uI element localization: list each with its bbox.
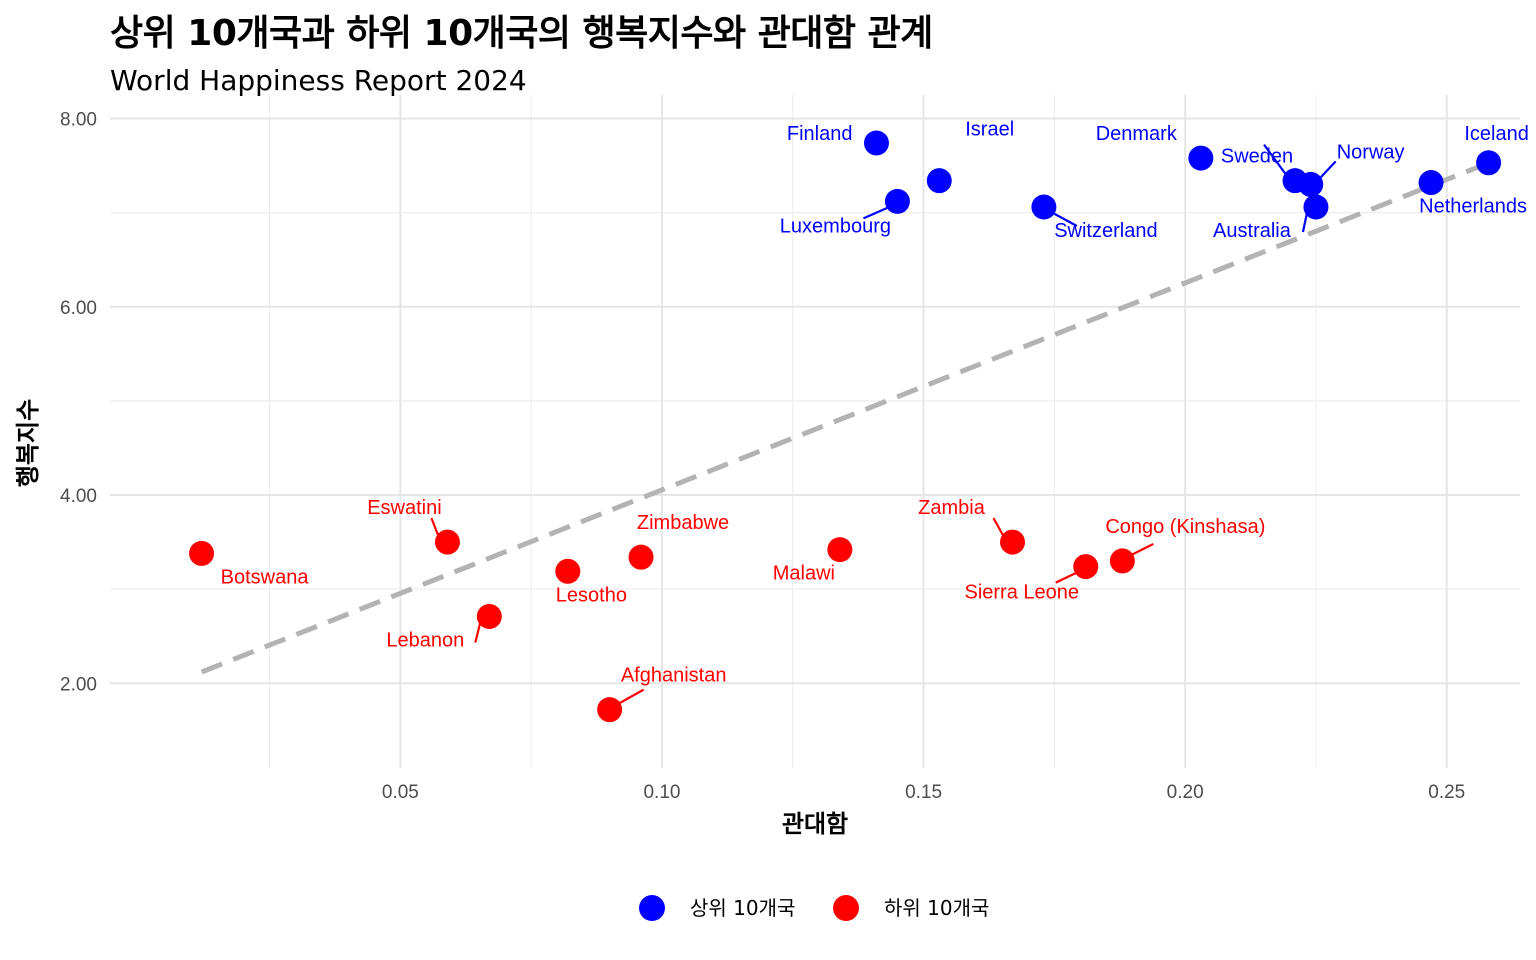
leader-afghanistan [618,688,645,705]
legend-swatch-bottom [833,895,859,921]
label-leader-lines [430,144,1337,705]
leader-zambia [992,517,1005,537]
label-sierra-leone: Sierra Leone [964,582,1079,604]
point-zimbabwe [628,544,654,570]
point-sierra-leone [1073,554,1099,580]
point-lebanon [476,603,502,629]
x-tick-label: 0.15 [905,782,942,803]
y-tick-label: 6.00 [60,298,97,319]
point-norway [1298,171,1324,197]
label-iceland: Iceland [1464,123,1529,145]
trend-line [200,158,1495,675]
label-luxembourg: Luxembourg [780,215,891,237]
x-tick-label: 0.20 [1167,782,1204,803]
label-netherlands: Netherlands [1419,196,1527,218]
label-switzerland: Switzerland [1054,220,1157,242]
label-norway: Norway [1337,141,1405,163]
label-lesotho: Lesotho [556,584,627,606]
point-botswana [189,540,215,566]
label-israel: Israel [965,119,1014,141]
point-iceland [1476,150,1502,176]
legend-label-bottom: 하위 10개국 [884,896,989,920]
chart-title: 상위 10개국과 하위 10개국의 행복지수와 관대함 관계 [110,13,933,54]
point-denmark [1188,145,1214,171]
leader-sweden [1263,144,1287,176]
leader-switzerland [1052,212,1078,227]
point-switzerland [1031,194,1057,220]
x-tick-label: 0.10 [643,782,680,803]
legend: 상위 10개국 하위 10개국 [639,895,989,921]
point-zambia [1000,529,1026,555]
point-afghanistan [597,697,623,723]
label-denmark: Denmark [1096,123,1178,145]
point-finland [863,130,889,156]
label-eswatini: Eswatini [367,497,441,519]
point-eswatini [434,529,460,555]
label-lebanon: Lebanon [386,629,464,651]
label-australia: Australia [1213,220,1292,242]
label-sweden: Sweden [1221,146,1293,168]
point-australia [1303,194,1329,220]
y-axis-title: 행복지수 [14,399,42,487]
label-zambia: Zambia [918,497,986,519]
x-axis-title: 관대함 [782,810,848,838]
point-labels: Finland Denmark Iceland Sweden Israel Netherl… [221,119,1529,687]
leader-lebanon [474,622,482,643]
y-tick-label: 8.00 [60,110,97,131]
label-botswana: Botswana [221,566,310,588]
leader-eswatini [430,517,440,537]
leader-sierra-leone [1055,571,1078,584]
y-tick-label: 2.00 [60,674,97,695]
chart-subtitle: World Happiness Report 2024 [110,64,527,97]
data-points [189,130,1502,723]
label-malawi: Malawi [773,563,835,585]
point-lesotho [555,558,581,584]
label-finland: Finland [787,123,853,145]
point-malawi [827,537,853,563]
y-tick-label: 4.00 [60,486,97,507]
label-congo-kinshasa: Congo (Kinshasa) [1105,516,1265,538]
x-tick-label: 0.25 [1428,782,1465,803]
axis-ticks: 0.05 0.10 0.15 0.20 0.25 2.00 4.00 6.00 8.00 [60,110,1465,803]
leader-norway [1318,160,1337,180]
leader-luxembourg [862,206,889,220]
leader-congo-kinshasa [1130,542,1154,556]
label-afghanistan: Afghanistan [621,665,727,687]
point-netherlands [1418,170,1444,196]
label-zimbabwe: Zimbabwe [637,512,729,534]
point-congo-kinshasa [1109,548,1135,574]
leader-australia [1301,212,1309,233]
x-tick-label: 0.05 [382,782,419,803]
legend-label-top: 상위 10개국 [690,896,795,920]
point-luxembourg [884,188,910,214]
point-israel [926,168,952,194]
grid [110,95,1520,768]
legend-swatch-top [639,895,665,921]
